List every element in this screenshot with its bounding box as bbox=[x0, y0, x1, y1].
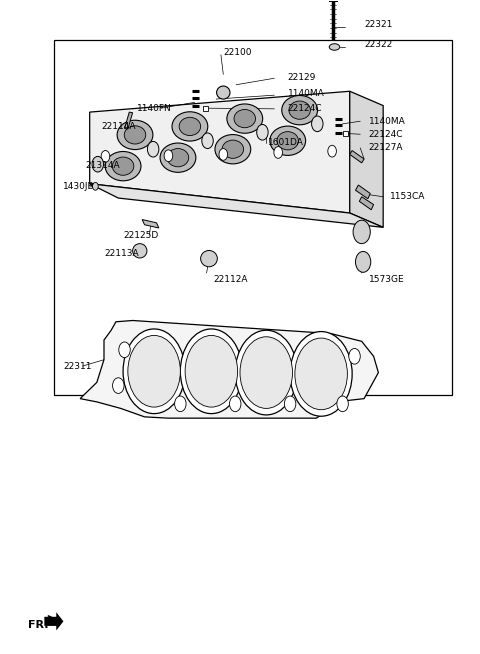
Circle shape bbox=[219, 148, 228, 160]
Circle shape bbox=[128, 336, 180, 407]
Ellipse shape bbox=[160, 143, 196, 173]
Ellipse shape bbox=[216, 86, 230, 99]
Ellipse shape bbox=[132, 244, 147, 258]
Circle shape bbox=[284, 396, 296, 411]
Circle shape bbox=[180, 329, 242, 413]
Text: 22322: 22322 bbox=[364, 40, 392, 49]
Text: 1140FN: 1140FN bbox=[137, 104, 172, 112]
Text: 1140MA: 1140MA bbox=[288, 90, 324, 98]
Circle shape bbox=[295, 338, 348, 409]
Ellipse shape bbox=[289, 101, 311, 119]
Circle shape bbox=[240, 337, 292, 408]
Ellipse shape bbox=[105, 152, 141, 181]
Polygon shape bbox=[90, 184, 383, 228]
Circle shape bbox=[353, 220, 370, 244]
Ellipse shape bbox=[117, 120, 153, 150]
Circle shape bbox=[328, 145, 336, 157]
Polygon shape bbox=[44, 612, 63, 630]
Text: 22124C: 22124C bbox=[288, 104, 322, 112]
Text: 1601DA: 1601DA bbox=[268, 138, 303, 147]
Circle shape bbox=[290, 332, 352, 416]
Circle shape bbox=[202, 133, 213, 148]
Circle shape bbox=[274, 146, 282, 158]
Ellipse shape bbox=[215, 135, 251, 164]
Circle shape bbox=[101, 150, 110, 162]
FancyBboxPatch shape bbox=[203, 105, 207, 111]
Polygon shape bbox=[142, 220, 159, 228]
FancyBboxPatch shape bbox=[54, 41, 452, 396]
Ellipse shape bbox=[277, 131, 299, 150]
Polygon shape bbox=[80, 320, 378, 418]
Circle shape bbox=[123, 329, 185, 413]
FancyBboxPatch shape bbox=[343, 131, 348, 136]
Circle shape bbox=[257, 124, 268, 140]
Text: FR.: FR. bbox=[28, 620, 48, 630]
Circle shape bbox=[175, 396, 186, 411]
Polygon shape bbox=[350, 92, 383, 228]
Ellipse shape bbox=[234, 109, 255, 128]
Text: 22124C: 22124C bbox=[369, 129, 403, 139]
Polygon shape bbox=[350, 150, 364, 163]
Ellipse shape bbox=[227, 104, 263, 133]
Circle shape bbox=[356, 251, 371, 272]
Circle shape bbox=[92, 156, 104, 172]
Text: 22127A: 22127A bbox=[369, 143, 403, 152]
Text: 1140MA: 1140MA bbox=[369, 116, 406, 126]
Circle shape bbox=[229, 396, 241, 411]
Text: 1430JB: 1430JB bbox=[63, 182, 95, 192]
Circle shape bbox=[337, 396, 348, 411]
Text: 22100: 22100 bbox=[223, 48, 252, 58]
Ellipse shape bbox=[172, 112, 208, 141]
Ellipse shape bbox=[124, 126, 146, 144]
Text: 1153CA: 1153CA bbox=[390, 192, 426, 201]
Ellipse shape bbox=[167, 148, 189, 167]
Ellipse shape bbox=[329, 44, 340, 50]
Text: 21314A: 21314A bbox=[85, 161, 120, 170]
Ellipse shape bbox=[201, 250, 217, 267]
Text: 22311: 22311 bbox=[63, 362, 92, 371]
Polygon shape bbox=[360, 197, 373, 210]
Ellipse shape bbox=[112, 157, 134, 175]
Circle shape bbox=[147, 141, 159, 157]
Polygon shape bbox=[90, 92, 350, 213]
Text: 22112A: 22112A bbox=[214, 275, 248, 284]
Polygon shape bbox=[124, 112, 132, 129]
Circle shape bbox=[164, 150, 173, 162]
Polygon shape bbox=[356, 185, 370, 199]
Text: 22321: 22321 bbox=[364, 20, 393, 29]
Ellipse shape bbox=[222, 140, 243, 158]
Circle shape bbox=[113, 378, 124, 394]
Circle shape bbox=[349, 349, 360, 364]
Circle shape bbox=[235, 330, 297, 415]
Text: 22113A: 22113A bbox=[104, 249, 139, 258]
Text: 22114A: 22114A bbox=[102, 122, 136, 131]
Text: 22129: 22129 bbox=[288, 73, 316, 82]
Circle shape bbox=[119, 342, 130, 358]
Text: 1573GE: 1573GE bbox=[369, 275, 405, 284]
Ellipse shape bbox=[179, 117, 201, 135]
Circle shape bbox=[93, 182, 98, 190]
Text: 22125D: 22125D bbox=[123, 231, 158, 239]
Ellipse shape bbox=[270, 126, 306, 156]
Circle shape bbox=[185, 336, 238, 407]
Circle shape bbox=[312, 116, 323, 131]
Ellipse shape bbox=[282, 95, 318, 125]
